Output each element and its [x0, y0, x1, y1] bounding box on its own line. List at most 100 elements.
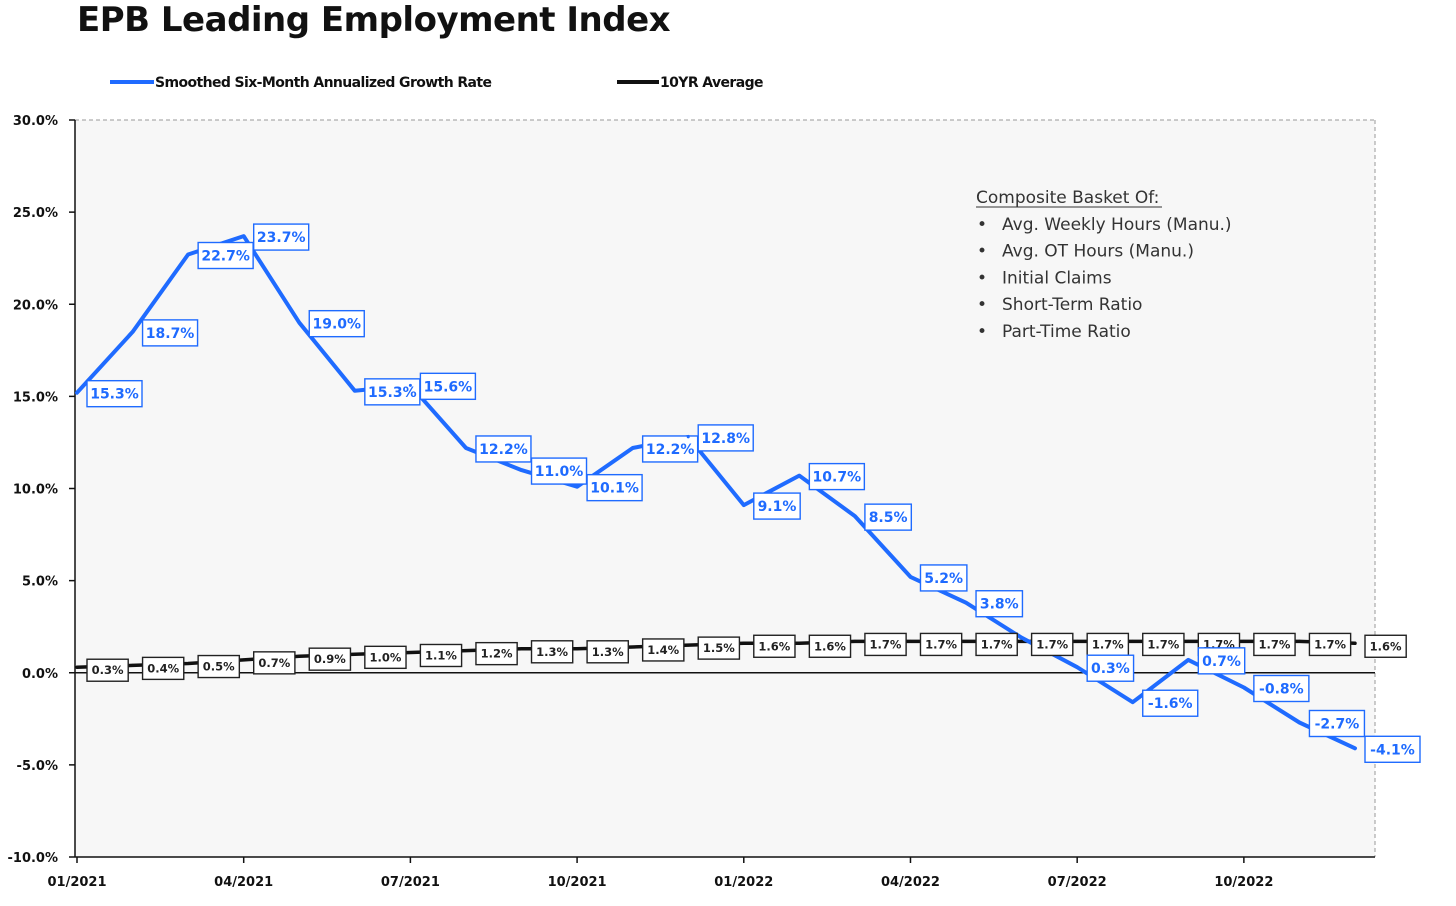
avg-point-label-box — [475, 641, 518, 666]
composite-basket-note: Composite Basket Of: • Avg. Weekly Hours … — [976, 188, 1232, 342]
growth-point-label: 15.3% — [86, 379, 143, 408]
avg-point-label-box — [1142, 632, 1185, 657]
avg-point-label-text: 1.3% — [536, 645, 568, 659]
note-items: • Avg. Weekly Hours (Manu.) • Avg. OT Hours… — [977, 215, 1232, 342]
growth-point — [75, 391, 79, 395]
growth-point-label-box — [864, 503, 913, 531]
growth-point — [131, 330, 135, 334]
avg-point — [631, 645, 635, 649]
growth-point-label: -0.8% — [1253, 674, 1310, 703]
avg-point-label-text: 1.7% — [1314, 637, 1346, 651]
avg-point-label: 1.6% — [753, 634, 796, 658]
avg-point-label: 1.6% — [1364, 634, 1407, 658]
avg-point-label-box — [808, 634, 852, 658]
legend-label-growth-rate: Smoothed Six-Month Annualized Growth Rat… — [155, 75, 491, 91]
growth-point-label-box — [141, 319, 199, 347]
avg-point-label: 1.5% — [697, 636, 741, 660]
note-bullet: • — [977, 322, 987, 342]
growth-point-label: 15.3% — [364, 378, 421, 406]
growth-point-label-box — [808, 462, 866, 491]
growth-point-label-box — [1197, 647, 1246, 675]
note-item: Short-Term Ratio — [1002, 295, 1142, 315]
y-tick-label: 15.0% — [13, 390, 58, 405]
growth-point-label-text: 15.6% — [424, 379, 473, 395]
avg-point-label-text: 1.7% — [1259, 637, 1291, 651]
avg-point-label-text: 0.7% — [258, 656, 290, 670]
growth-point-label: 12.8% — [697, 424, 754, 452]
avg-point-label-box — [197, 654, 241, 679]
growth-rate-line — [75, 234, 1357, 751]
avg-point-label-text: 0.5% — [203, 660, 235, 674]
growth-point-label-text: 22.7% — [201, 249, 250, 265]
avg-point — [464, 649, 468, 653]
growth-point-label-box — [1086, 654, 1135, 682]
x-tick-label: 07/2021 — [381, 875, 440, 890]
growth-point — [797, 474, 801, 478]
avg-point-label-text: 1.1% — [425, 648, 457, 662]
note-bullet: • — [977, 242, 987, 262]
growth-point-label-box — [1142, 689, 1199, 717]
x-tick-label: 07/2022 — [1048, 875, 1107, 890]
growth-point — [1020, 636, 1024, 640]
growth-point-label-text: 10.7% — [813, 470, 862, 486]
growth-point-label-text: 10.1% — [590, 481, 639, 497]
growth-point-label: 8.5% — [864, 503, 913, 531]
growth-point-label: 22.7% — [197, 241, 254, 270]
avg-point-label-text: 1.6% — [1370, 639, 1402, 653]
series-layer: 0.3% 0.4% 0.5% 0.7% 0.9% 1.0% 1.1% 1.2% 1.3% 1.3%… — [75, 223, 1421, 763]
avg-point-label-box — [1253, 632, 1296, 657]
avg-point-label-box — [530, 640, 574, 664]
growth-point — [186, 253, 190, 257]
growth-point-label: 11.0% — [530, 457, 588, 485]
avg-point-label-text: 1.7% — [1147, 637, 1179, 651]
avg-point-label-box — [1364, 634, 1407, 658]
avg-point — [353, 652, 357, 656]
growth-point-label-box — [975, 590, 1024, 618]
avg-point-label-text: 1.6% — [758, 639, 790, 653]
growth-point — [1242, 685, 1246, 689]
avg-point-label-box — [141, 656, 185, 681]
avg-point — [1186, 639, 1190, 643]
growth-point-label: 3.8% — [975, 590, 1024, 618]
avg-point-label-box — [697, 636, 741, 660]
avg-point-label: 1.0% — [364, 645, 407, 670]
growth-point-label: 0.7% — [1197, 647, 1246, 675]
x-tick-label: 04/2021 — [214, 875, 273, 890]
y-tick-label: 0.0% — [22, 667, 58, 682]
avg-point-label-text: 1.5% — [703, 641, 735, 655]
avg-point-label-text: 0.3% — [92, 663, 124, 677]
growth-point-label-text: 12.2% — [479, 442, 528, 458]
y-tick-label: 5.0% — [22, 575, 58, 590]
avg-point-label: 1.7% — [1253, 632, 1296, 657]
x-axis: 01/2021 04/2021 07/2021 10/2021 01/2022 04/20… — [47, 857, 1273, 890]
note-bullet: • — [977, 268, 987, 288]
growth-point-label-text: -1.6% — [1148, 696, 1193, 712]
growth-point-label-text: 19.0% — [312, 317, 361, 333]
growth-point-label-box — [197, 241, 254, 270]
avg-point-label: 1.1% — [419, 643, 463, 668]
growth-point-label: 9.1% — [753, 492, 801, 520]
avg-point-label-text: 1.4% — [647, 643, 679, 657]
avg-point-label-box — [364, 645, 407, 670]
growth-point-label: 18.7% — [141, 319, 199, 347]
growth-point-label-text: 15.3% — [368, 385, 417, 401]
growth-point-label-box — [419, 372, 477, 401]
growth-point — [908, 575, 912, 579]
avg-point-label-box — [753, 634, 796, 658]
growth-point-label-text: 9.1% — [758, 499, 797, 515]
note-item: Avg. OT Hours (Manu.) — [1002, 242, 1194, 262]
avg-point-label-text: 0.4% — [147, 661, 179, 675]
avg-point — [242, 658, 246, 662]
avg-point-label-text: 1.6% — [814, 639, 846, 653]
avg-point — [520, 647, 524, 651]
avg-point — [1353, 641, 1357, 645]
avg-point-label: 0.3% — [86, 658, 129, 682]
avg-point-label: 1.7% — [864, 632, 907, 657]
growth-point — [297, 321, 301, 325]
growth-point-label-text: -2.7% — [1315, 716, 1360, 732]
growth-point — [853, 514, 857, 518]
growth-point-label-text: 0.7% — [1202, 654, 1241, 670]
avg-point — [1075, 639, 1079, 643]
legend-label-10yr-average: 10YR Average — [660, 75, 763, 91]
